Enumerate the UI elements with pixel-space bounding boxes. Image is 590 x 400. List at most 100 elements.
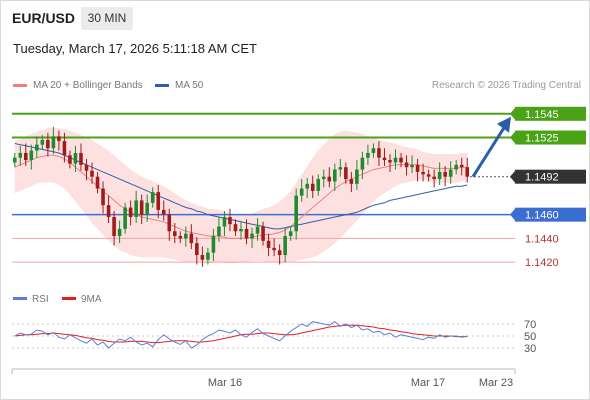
level-tag-arrow-1.1492 [510, 169, 516, 184]
x-tick-label-1: Mar 17 [411, 377, 445, 389]
candle-body [432, 176, 436, 180]
timeframe-badge[interactable]: 30 MIN [81, 7, 133, 30]
candle-body [211, 236, 216, 253]
candle-body [294, 195, 298, 232]
candle-body [261, 226, 265, 241]
candle-body [250, 233, 254, 239]
candle-body [283, 236, 287, 256]
candle-body [46, 139, 50, 149]
candle-body [388, 160, 392, 163]
candle-body [305, 183, 310, 189]
rsi-legend-swatch [13, 297, 27, 300]
candle-body [404, 162, 409, 168]
bollinger-band [14, 128, 468, 264]
candle-body [35, 144, 39, 151]
legend-label-ma50: MA 50 [175, 80, 204, 91]
candle-body [316, 179, 321, 191]
candle-body [349, 179, 354, 184]
candles [12, 126, 470, 267]
candle-body [239, 228, 243, 232]
candle-body [415, 164, 420, 172]
candle-body [377, 148, 381, 158]
candle-body [12, 157, 17, 163]
candle-body [117, 228, 122, 237]
candle-body [327, 176, 332, 182]
candle-body [277, 250, 282, 256]
candle-body [421, 171, 425, 175]
candle-body [426, 174, 431, 177]
rsi-legend-label: RSI [32, 294, 49, 305]
candle-body [272, 247, 276, 251]
rsi-tick-70: 70 [524, 319, 536, 331]
candle-body [167, 214, 172, 232]
candle-body [459, 164, 464, 168]
candle-body [399, 157, 403, 163]
candle-body [172, 231, 177, 237]
candle-body [106, 205, 111, 218]
candle-body [189, 233, 194, 244]
datetime-label: Tuesday, March 17, 2026 5:11:18 AM CET [13, 41, 257, 56]
candle-body [128, 207, 133, 218]
level-label-1.1525: 1.1525 [525, 133, 559, 145]
level-tag-1.1525 [515, 130, 586, 145]
level-label-1.1545: 1.1545 [525, 109, 559, 121]
level-label-1.1492: 1.1492 [525, 172, 559, 184]
candle-body [366, 152, 370, 158]
candle-body [454, 164, 459, 170]
candle-body [23, 152, 28, 161]
level-label-1.1440: 1.1440 [525, 233, 559, 245]
legend-label-ma20: MA 20 + Bollinger Bands [33, 80, 143, 91]
candle-body [299, 188, 304, 196]
candle-body [266, 240, 271, 248]
candle-body [123, 207, 127, 229]
candle-body [90, 170, 94, 177]
candle-body [18, 152, 23, 158]
level-tag-arrow-1.1545 [510, 106, 516, 121]
candle-body [145, 202, 149, 215]
rsi-ma-legend-swatch [62, 297, 76, 300]
candle-body [84, 164, 89, 171]
candle-body [101, 188, 105, 206]
x-tick-label-2: Mar 23 [479, 377, 513, 389]
candle-body [206, 252, 210, 260]
candle-body [360, 157, 365, 170]
ma50-swatch [155, 83, 169, 87]
candle-body [29, 150, 34, 161]
forecast-arrow-shaft [471, 126, 506, 178]
candle-body [410, 164, 414, 168]
level-tag-arrow-1.1460 [510, 207, 516, 222]
candle-body [200, 255, 205, 260]
x-tick-label-0: Mar 16 [208, 377, 242, 389]
candle-body [40, 139, 45, 145]
ma20-swatch [13, 83, 27, 87]
candle-body [222, 217, 227, 227]
candle-body [244, 228, 249, 239]
candle-body [161, 209, 166, 215]
level-tag-1.1492 [515, 169, 586, 184]
level-label-1.1420: 1.1420 [525, 257, 559, 269]
level-tag-arrow-1.1525 [510, 130, 516, 145]
candle-body [338, 167, 343, 170]
level-tag-1.1545 [515, 106, 586, 121]
candle-body [344, 167, 348, 180]
candle-body [195, 243, 199, 256]
candle-body [68, 155, 72, 164]
legend-item-ma20: MA 20 + Bollinger Bands [13, 80, 143, 91]
candle-body [393, 157, 398, 163]
rsi-tick-30: 30 [524, 343, 536, 355]
candle-body [217, 226, 221, 237]
candle-body [95, 176, 100, 189]
candle-body [112, 217, 116, 237]
candle-body [437, 171, 442, 180]
candle-body [288, 231, 293, 237]
candle-body [134, 200, 138, 218]
candle-body [51, 136, 56, 149]
candle-body [178, 236, 183, 239]
candle-body [465, 167, 470, 177]
candle-body [57, 136, 61, 142]
rsi-ma-line [14, 324, 468, 344]
candle-body [321, 176, 326, 180]
candle-body [443, 171, 447, 177]
candle-body [333, 169, 337, 182]
